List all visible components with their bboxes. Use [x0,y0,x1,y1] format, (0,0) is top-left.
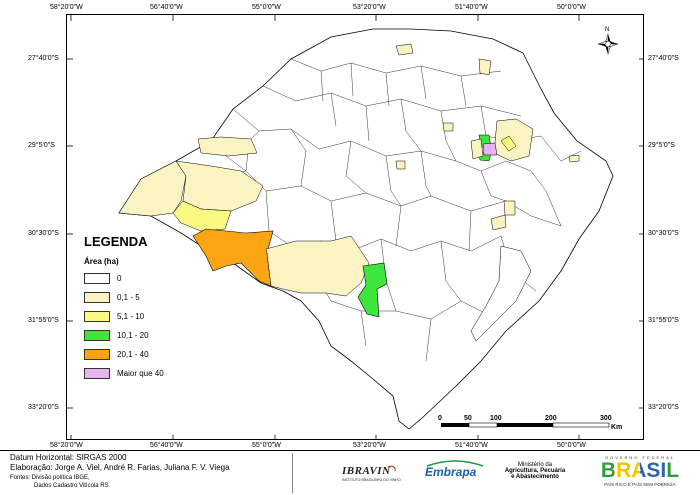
north-arrow-icon [597,33,619,55]
legend-label: 0 [117,273,122,283]
region-0-1-5-southwest [265,235,370,297]
coord-top-3: 55°0'0"W [252,4,281,11]
legend-label: Maior que 40 [117,368,164,378]
map-frame: N 0 50 100 200 300 Km [66,14,644,440]
lagoon [470,245,532,342]
coord-left-2: 29°5'0"S [28,142,55,149]
region-0-1-5-northwest [197,136,258,157]
region-central-1 [442,122,454,132]
coord-left-1: 27°40'0"S [28,55,59,62]
coord-right-4: 31°55'0"S [648,317,679,324]
ibravin-grape-icon [387,465,396,472]
legend-title: LEGENDA [84,234,148,249]
ibravin-logo: IBRAVIN INSTITUTO BRASILEIRO DO VINHO [340,463,401,485]
scale-tick-200: 200 [545,415,557,422]
legend-label: 5,1 - 10 [117,311,145,321]
legend-swatch [84,272,110,284]
scale-tick-300: 300 [600,415,612,422]
coord-right-5: 33°20'0"S [648,404,679,411]
region-0-1-5-west-2 [175,160,264,212]
scale-tick-50: 50 [464,415,472,422]
legend-swatch [84,291,110,303]
scale-tick-100: 100 [490,415,502,422]
coord-right-3: 30°30'0"S [648,230,679,237]
region-central-4 [503,200,516,216]
legend-item: Maior que 40 [84,367,164,379]
embrapa-name: Embrapa [425,465,477,479]
ibravin-name: IBRAVIN [342,465,391,477]
scale-tick-0: 0 [438,415,442,422]
coord-bottom-1: 58°20'0"W [50,442,83,449]
governo-federal-logo: GOVERNO FEDERAL BRASIL PAÍS RICO É PAÍS … [588,455,692,493]
region-central-3 [490,214,507,231]
ministerio-line-2: Agricultura, Pecuária [504,468,566,474]
legend-swatch [84,310,110,322]
coord-right-1: 27°40'0"S [648,55,679,62]
ministerio-line-3: e Abastecimento [511,474,559,480]
legend-swatch [84,329,110,341]
state-outline [118,28,614,430]
region-serra-purple [482,142,498,156]
region-0-1-5-west [118,160,187,217]
embrapa-logo: Embrapa [425,460,484,479]
region-serra-light [493,118,534,162]
region-20-40-west [192,228,274,287]
datum-text: Datum Horizontal: SIRGAS 2000 [10,453,127,462]
fontes-text-2: Dados Cadastro Vitícola RS [34,483,109,489]
gov-top-text: GOVERNO FEDERAL [604,455,675,460]
coord-left-5: 33°20'0"S [28,404,59,411]
legend-item: 5,1 - 10 [84,310,164,322]
coord-top-1: 58°20'0"W [50,4,83,11]
coord-top-2: 56°40'0"W [150,4,183,11]
region-5-10-west [172,200,232,232]
scale-bar [441,422,610,428]
coord-bottom-5: 51°40'0"W [455,442,488,449]
fontes-text-1: Fontes: Divisão política IBGE, [10,475,90,481]
coord-bottom-4: 53°20'0"W [353,442,386,449]
coord-left-4: 31°55'0"S [28,317,59,324]
footer-divider [292,453,293,493]
coord-top-4: 53°20'0"W [353,4,386,11]
region-north-1 [395,43,414,56]
legend-swatch [84,367,110,379]
coord-top-5: 51°40'0"W [455,4,488,11]
coord-bottom-2: 56°40'0"W [150,442,183,449]
coord-left-3: 30°30'0"S [28,230,59,237]
coord-right-2: 29°5'0"S [648,142,675,149]
ministerio-block: Ministério da Agricultura, Pecuária e Ab… [495,462,575,480]
elaboracao-text: Elaboração: Jorge A. Viel, André R. Fari… [10,463,230,472]
legend-item: 0 [84,272,164,284]
ministerio-line-1: Ministério da [517,462,552,468]
legend-item: 0,1 - 5 [84,291,164,303]
legend-label: 20,1 - 40 [117,349,149,359]
region-10-20-south [357,262,388,318]
legend: LEGENDA Área (ha) 0 0,1 - 5 5,1 - 10 10,… [84,234,164,386]
legend-label: 0,1 - 5 [117,292,140,302]
legend-swatch [84,348,110,360]
legend-item: 10,1 - 20 [84,329,164,341]
coord-bottom-3: 55°0'0"W [252,442,281,449]
gov-slogan-text: PAÍS RICO É PAÍS SEM POBREZA [604,482,676,487]
legend-subtitle: Área (ha) [84,257,119,266]
north-label: N [605,27,609,33]
scale-unit: Km [611,424,622,431]
coord-bottom-6: 50°0'0"W [557,442,586,449]
embrapa-arc-icon [426,460,484,467]
region-east-1 [568,154,580,163]
state-map: N 0 50 100 200 300 Km [67,15,643,439]
coord-top-6: 50°0'0"W [557,4,586,11]
region-central-2 [395,160,406,170]
region-north-2 [478,58,492,76]
gov-brasil-text: BRASIL [588,460,692,482]
footer: Datum Horizontal: SIRGAS 2000 Elaboração… [0,450,700,495]
legend-label: 10,1 - 20 [117,330,149,340]
ibravin-subtitle: INSTITUTO BRASILEIRO DO VINHO [342,478,401,482]
region-serra-light-2 [470,138,484,160]
legend-item: 20,1 - 40 [84,348,164,360]
region-serra-yellow [500,135,517,152]
